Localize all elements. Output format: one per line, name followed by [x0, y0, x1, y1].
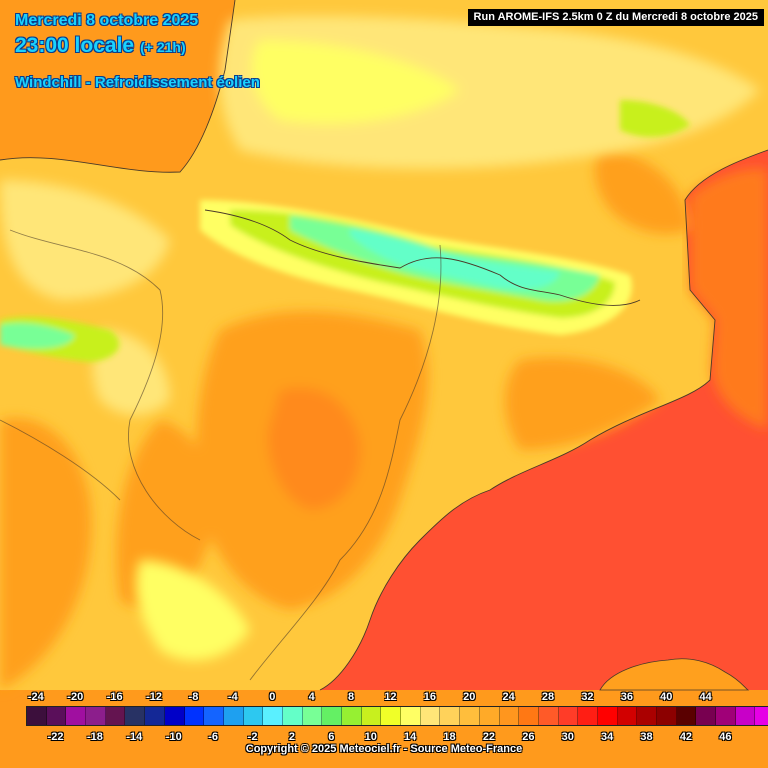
forecast-local-time: 23:00 locale — [15, 34, 135, 57]
legend-top-label: 24 — [502, 691, 515, 703]
legend-swatch — [735, 707, 756, 725]
legend-swatch — [27, 707, 47, 725]
legend-swatch — [223, 707, 244, 725]
legend-swatch — [558, 707, 579, 725]
legend-swatch — [716, 707, 736, 725]
legend-swatch — [696, 707, 717, 725]
legend-bottom-label: 26 — [522, 731, 535, 743]
legend-bottom-label: -2 — [247, 731, 258, 743]
legend-swatch — [440, 707, 461, 725]
balearic-islands — [599, 658, 750, 691]
legend-bottom-label: 42 — [679, 731, 693, 743]
copyright-notice: Copyright © 2025 Meteociel.fr - Source M… — [245, 743, 523, 755]
legend-swatch — [243, 707, 264, 725]
legend-swatch — [657, 707, 677, 725]
legend-bottom-label: 46 — [719, 731, 732, 743]
legend-top-label: -12 — [146, 691, 162, 703]
legend-bottom-label: 38 — [640, 731, 653, 743]
legend-bottom-label: -10 — [165, 731, 182, 743]
legend-swatch — [538, 707, 559, 725]
parameter-title: Windchill - Refroidissement éolien — [15, 74, 260, 91]
legend-bottom-label: 22 — [482, 731, 496, 743]
boundaries — [0, 0, 768, 691]
legend-swatch — [597, 707, 618, 725]
legend-bottom-label: 6 — [328, 731, 335, 743]
mediterranean-sea — [320, 150, 768, 690]
legend-swatch — [105, 707, 126, 725]
legend-swatch — [637, 707, 657, 725]
legend-swatch — [164, 707, 185, 725]
color-legend: -24 -20 -16 -12 -8 -4 0 4 8 12 16 20 24 28 32 36 40 44 -2… — [0, 686, 768, 768]
legend-swatch — [381, 707, 402, 725]
gulf-of-lion-warm — [690, 168, 768, 430]
forecast-lead-time: (+ 21h) — [140, 39, 186, 55]
legend-top-label: 0 — [269, 691, 276, 703]
legend-bottom-label: -22 — [47, 731, 64, 743]
legend-swatch — [263, 707, 283, 725]
legend-bottom-label: 30 — [561, 731, 574, 743]
legend-top-label: 36 — [620, 691, 633, 703]
legend-swatch — [578, 707, 598, 725]
legend-bottom-label: 2 — [288, 731, 295, 743]
legend-swatch — [755, 707, 768, 725]
legend-top-label: 28 — [541, 691, 555, 703]
legend-top-label: -16 — [106, 691, 123, 703]
legend-swatch — [322, 707, 342, 725]
legend-bottom-label: -6 — [208, 731, 219, 743]
legend-top-label: 44 — [699, 691, 712, 703]
forecast-time: 23:00 locale (+ 21h) — [15, 34, 186, 58]
legend-top-label: 8 — [347, 691, 355, 703]
legend-bottom-label: 14 — [404, 731, 417, 743]
legend-top-label: 12 — [384, 691, 397, 703]
legend-swatch — [499, 707, 520, 725]
legend-swatch — [145, 707, 165, 725]
legend-swatch — [342, 707, 362, 725]
legend-top-label: -24 — [27, 691, 44, 703]
legend-swatch — [86, 707, 106, 725]
legend-swatch — [479, 707, 500, 725]
legend-top-label: -4 — [227, 691, 238, 703]
legend-swatch — [125, 707, 146, 725]
legend-swatch — [66, 707, 87, 725]
legend-swatch — [302, 707, 323, 725]
legend-swatch — [361, 707, 382, 725]
run-label: Run AROME-IFS 2.5km 0 Z du Mercredi 8 oc… — [467, 9, 764, 26]
legend-bottom-label: 18 — [443, 731, 456, 743]
legend-swatch — [617, 707, 638, 725]
legend-bottom-label: 10 — [364, 731, 377, 743]
legend-swatch — [420, 707, 441, 725]
legend-swatches — [26, 706, 768, 726]
legend-top-label: -20 — [67, 691, 84, 703]
legend-bottom-label: -18 — [86, 731, 103, 743]
legend-swatch — [282, 707, 303, 725]
legend-top-label: -8 — [188, 691, 199, 703]
legend-top-label: 16 — [423, 691, 436, 703]
legend-swatch — [204, 707, 224, 725]
legend-top-label: 32 — [581, 691, 594, 703]
legend-swatch — [401, 707, 421, 725]
legend-bottom-label: 34 — [601, 731, 614, 743]
legend-swatch — [676, 707, 697, 725]
legend-swatch — [184, 707, 205, 725]
legend-top-label: 40 — [660, 691, 673, 703]
pyrenees-cold-band — [0, 100, 690, 362]
forecast-date: Mercredi 8 octobre 2025 — [15, 12, 199, 29]
legend-swatch — [46, 707, 67, 725]
legend-swatch — [460, 707, 480, 725]
legend-top-label: 4 — [308, 691, 315, 703]
legend-top-label: 20 — [463, 691, 476, 703]
legend-swatch — [519, 707, 539, 725]
legend-bottom-label: -14 — [126, 731, 143, 743]
